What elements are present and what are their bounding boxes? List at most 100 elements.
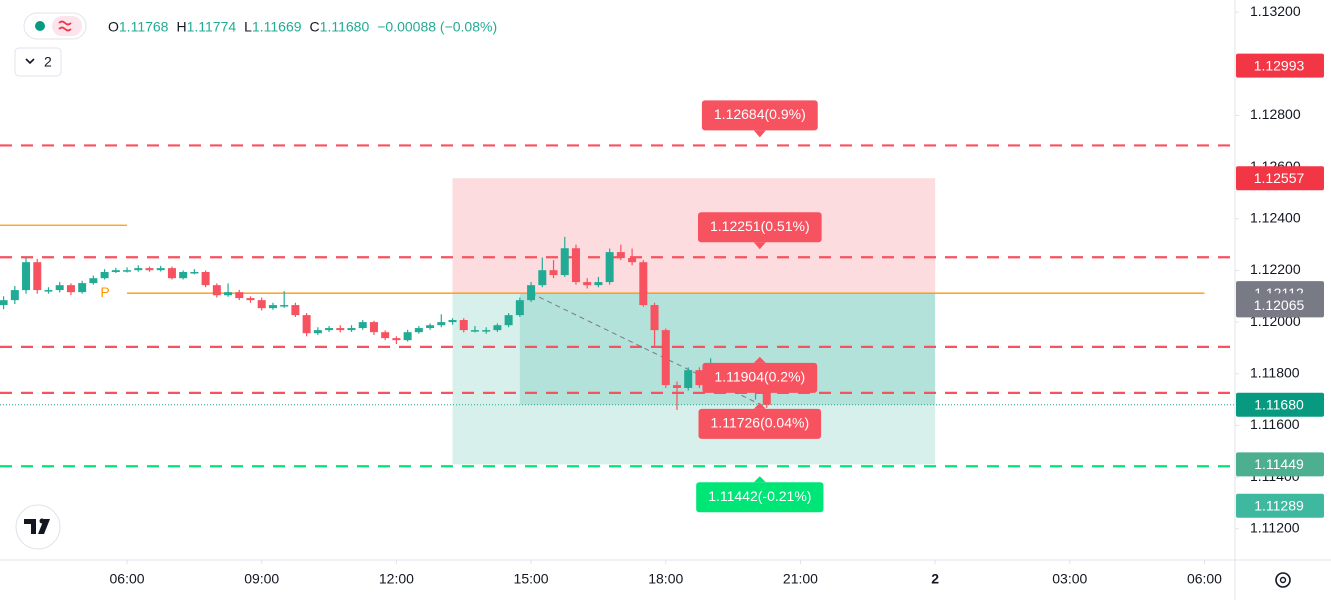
candle-body <box>639 262 648 306</box>
price-tag-label: 1.12557 <box>1254 170 1305 186</box>
candle-body <box>605 252 614 283</box>
candle-body <box>291 305 300 316</box>
candle-body <box>527 285 536 301</box>
candle-body <box>33 262 42 291</box>
x-tick-label: 15:00 <box>514 571 549 587</box>
legend-value: 1.11680 <box>320 19 370 35</box>
price-tag <box>1236 166 1324 191</box>
level-label-pointer <box>753 242 766 250</box>
candle-body <box>201 271 210 286</box>
candle-body <box>313 330 322 334</box>
candle-body <box>257 300 266 309</box>
target-zone <box>452 293 936 465</box>
candle-body <box>302 315 311 334</box>
y-tick-label: 1.12400 <box>1250 209 1301 225</box>
candle-body <box>571 248 580 283</box>
candle-body <box>156 268 165 271</box>
symbol-icon <box>58 20 72 32</box>
price-tag-label: 1.11289 <box>1254 497 1304 513</box>
x-tick-label: 18:00 <box>648 571 683 587</box>
level-label: 1.11726(0.04%) <box>698 402 822 439</box>
candle-body <box>650 305 659 331</box>
tv-logo[interactable] <box>15 504 61 550</box>
candle-body <box>661 330 670 386</box>
candle-body <box>111 270 120 272</box>
candle-body <box>426 325 435 329</box>
price-tag <box>1236 293 1324 318</box>
candle-body <box>55 285 64 291</box>
legend-pill[interactable] <box>23 12 87 40</box>
level-label-box <box>696 482 824 513</box>
stop-zone <box>452 178 936 294</box>
legend-value: 1.11774 <box>187 19 237 35</box>
candle-body <box>66 285 75 293</box>
candle-body <box>695 370 704 386</box>
candle-body <box>246 298 255 301</box>
legend-key: O <box>108 19 119 35</box>
candle-body <box>134 268 143 271</box>
price-tag-label: 1.11680 <box>1254 396 1304 412</box>
price-tag-label: 1.12993 <box>1254 57 1305 73</box>
legend-key: H <box>176 19 186 35</box>
candle-body <box>100 271 109 279</box>
price-tag <box>1236 392 1324 417</box>
level-label-box <box>698 408 822 439</box>
candle-body <box>145 268 154 271</box>
candle-body <box>22 262 31 291</box>
symbol-icon-bg <box>52 16 82 36</box>
level-label: 1.11442(-0.21%) <box>696 476 824 513</box>
level-label: 1.12684(0.9%) <box>701 100 818 138</box>
candle-body <box>594 282 603 286</box>
candle-body <box>470 330 479 332</box>
level-label-pointer <box>753 356 766 363</box>
price-tag <box>1236 53 1324 78</box>
legend-value: 1.11768 <box>119 19 169 35</box>
legend-value: 1.11669 <box>252 19 302 35</box>
y-tick-label: 1.11200 <box>1250 519 1300 535</box>
y-tick-label: 1.11800 <box>1250 364 1300 380</box>
price-tag-label: 1.12065 <box>1254 297 1305 313</box>
gear-icon[interactable] <box>1275 572 1291 588</box>
candle-body <box>392 338 401 341</box>
candle-body <box>493 325 502 331</box>
overlay: 1.12684(0.9%) 1.12251(0.51%) 1.11904(0.2%)… <box>696 100 824 513</box>
legend-key: L <box>244 19 252 35</box>
candle-body <box>583 282 592 286</box>
candle-body <box>167 268 176 279</box>
candle-body <box>616 252 625 259</box>
candle-body <box>347 328 356 331</box>
level-label-pointer <box>753 402 766 409</box>
collapse-button[interactable]: 2 <box>14 47 62 77</box>
candle-body <box>10 290 19 301</box>
legend-change: −0.00088 (−0.08%) <box>377 19 497 35</box>
candle-body <box>560 248 569 276</box>
y-tick-label: 1.12200 <box>1250 261 1301 277</box>
candle-body <box>212 285 221 296</box>
candle-body <box>89 278 98 284</box>
candle-body <box>325 328 334 331</box>
settings-button[interactable] <box>1275 572 1291 588</box>
level-label-box <box>701 100 818 131</box>
collapsed-count: 2 <box>44 54 52 70</box>
chevron-icon <box>25 58 35 65</box>
level-label-box <box>702 362 818 393</box>
logo-circle[interactable] <box>15 504 61 550</box>
candle-body <box>224 292 233 296</box>
collapse-button-box[interactable] <box>14 47 62 77</box>
candle-body <box>235 292 244 299</box>
x-tick-label: 03:00 <box>1052 571 1087 587</box>
candle-body <box>414 328 423 333</box>
candle-body <box>358 322 367 329</box>
price-tag <box>1236 452 1324 477</box>
candle-body <box>684 370 693 388</box>
candle-body <box>0 300 8 306</box>
candle-body <box>190 271 199 274</box>
candle-body <box>403 332 412 341</box>
level-label: 1.11904(0.2%) <box>702 356 818 393</box>
y-tick-label: 1.13200 <box>1250 3 1301 19</box>
candle-body <box>515 300 524 316</box>
level-label-text: 1.11442(-0.21%) <box>708 488 811 504</box>
level-label-pointer <box>753 476 766 483</box>
candle-body <box>381 332 390 339</box>
